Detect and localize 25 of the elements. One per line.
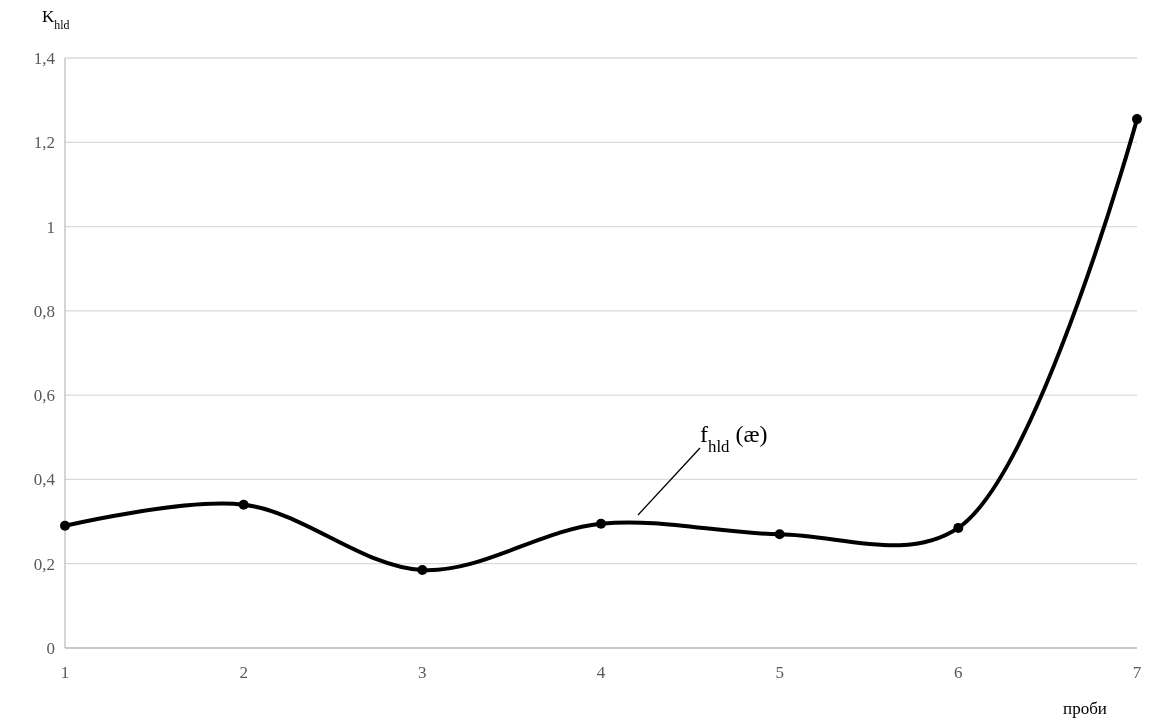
point [596, 518, 606, 529]
y-axis-title: K$_{hld}$ [42, 7, 70, 32]
point [238, 499, 249, 510]
x-tick-label: 6 [954, 663, 963, 682]
point [417, 565, 428, 576]
x-tick-label: 5 [775, 663, 784, 682]
y-tick-label: 0,8 [33, 301, 55, 321]
y-tick-label: 0,2 [33, 554, 55, 574]
point [1132, 114, 1142, 125]
point [774, 529, 785, 540]
y-tick-label: 1 [46, 217, 55, 237]
x-tick-label: 3 [418, 663, 427, 682]
point [60, 520, 70, 531]
y-tick-label: 0,6 [33, 386, 55, 406]
y-tick-label: 0 [46, 638, 55, 658]
y-tick-label: 0,4 [33, 470, 56, 490]
x-tick-label: 7 [1132, 663, 1142, 682]
annotation: f$_{hld}$ (æ) [700, 421, 768, 456]
x-tick-label: 2 [239, 663, 248, 682]
x-tick-label: 1 [60, 663, 70, 682]
x-tick-label: 4 [596, 663, 606, 682]
y-tick-label: 1,2 [33, 133, 55, 153]
point [953, 522, 964, 533]
y-tick-label: 1,4 [33, 48, 56, 68]
x-axis-title: проби [1063, 699, 1107, 718]
